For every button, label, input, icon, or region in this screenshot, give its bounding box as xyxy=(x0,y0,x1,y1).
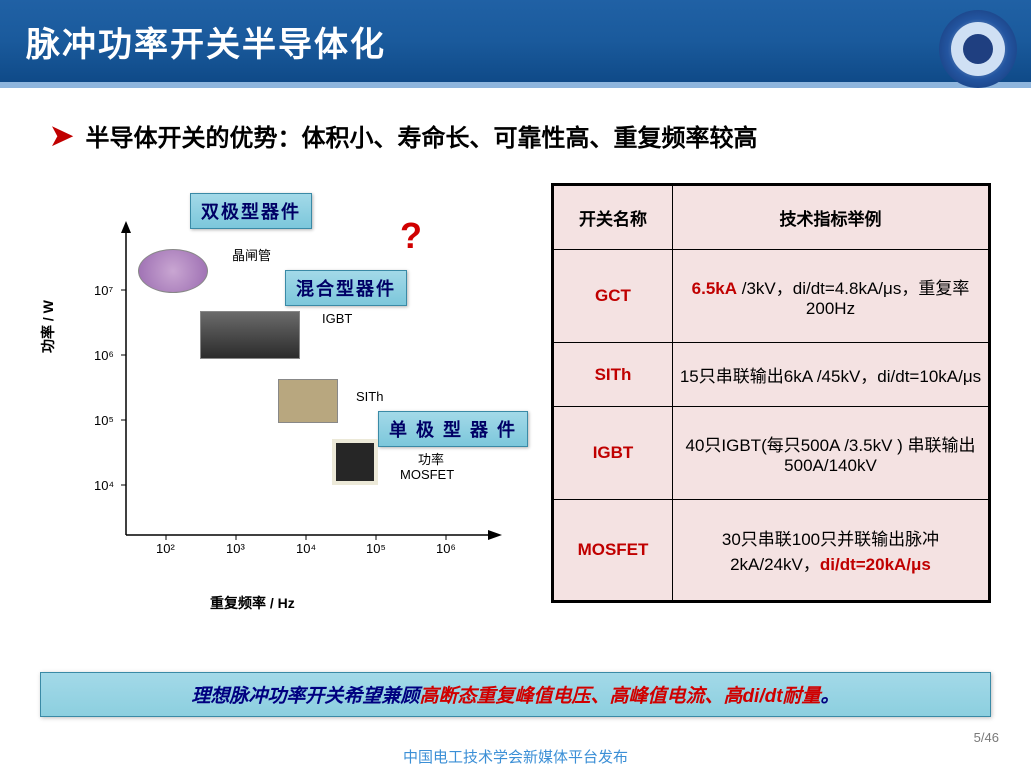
badge-bipolar: 双极型器件 xyxy=(190,193,312,229)
watermark: 中国电工技术学会新媒体平台发布 xyxy=(0,746,1031,767)
table-row: MOSFET 30只串联100只并联输出脉冲2kA/24kV，di/dt=20k… xyxy=(553,500,990,602)
mosfet-label-1: 功率 xyxy=(418,449,444,468)
table-row: GCT 6.5kA /3kV，di/dt=4.8kA/μs，重复率200Hz xyxy=(553,250,990,343)
badge-unipolar: 单 极 型 器 件 xyxy=(378,411,528,447)
question-mark: ? xyxy=(400,215,422,257)
x-tick-1: 10³ xyxy=(226,541,245,556)
igbt-image xyxy=(200,311,300,359)
summary-banner: 理想脉冲功率开关希望兼顾高断态重复峰值电压、高峰值电流、高di/dt耐量。 xyxy=(40,672,991,717)
badge-hybrid: 混合型器件 xyxy=(285,270,407,306)
sith-image xyxy=(278,379,338,423)
row3-spec: 30只串联100只并联输出脉冲2kA/24kV，di/dt=20kA/μs xyxy=(673,500,990,602)
main-row: 10⁴ 10⁵ 10⁶ 10⁷ 10² 10³ 10⁴ 10⁵ 10⁶ 功率 /… xyxy=(40,183,991,603)
slide-content: ➤ 半导体开关的优势：体积小、寿命长、可靠性高、重复频率较高 xyxy=(0,88,1031,603)
banner-part1: 理想脉冲功率开关希望兼顾 xyxy=(191,686,419,707)
mosfet-label-2: MOSFET xyxy=(400,467,454,482)
bullet-line: ➤ 半导体开关的优势：体积小、寿命长、可靠性高、重复频率较高 xyxy=(50,118,991,153)
row0-spec: 6.5kA /3kV，di/dt=4.8kA/μs，重复率200Hz xyxy=(673,250,990,343)
row2-name: IGBT xyxy=(553,407,673,500)
igbt-label: IGBT xyxy=(322,311,352,326)
x-tick-3: 10⁵ xyxy=(366,541,386,556)
banner-part2: 高断态重复峰值电压、高峰值电流、高di/dt耐量 xyxy=(419,686,820,707)
mosfet-image xyxy=(332,439,378,485)
y-tick-3: 10⁷ xyxy=(94,283,113,298)
slide-header: 脉冲功率开关半导体化 xyxy=(0,0,1031,88)
bullet-text: 半导体开关的优势：体积小、寿命长、可靠性高、重复频率较高 xyxy=(85,118,757,153)
row2-spec: 40只IGBT(每只500A /3.5kV ) 串联输出500A/140kV xyxy=(673,407,990,500)
y-axis-label: 功率 / W xyxy=(38,300,58,353)
thyristor-label: 晶闸管 xyxy=(232,245,271,264)
spec-table: 开关名称 技术指标举例 GCT 6.5kA /3kV，di/dt=4.8kA/μ… xyxy=(551,183,991,603)
page-number: 5/46 xyxy=(974,730,999,745)
bullet-arrow-icon: ➤ xyxy=(50,119,73,152)
row3-name: MOSFET xyxy=(553,500,673,602)
row1-spec: 15只串联输出6kA /45kV，di/dt=10kA/μs xyxy=(673,343,990,407)
banner-part3: 。 xyxy=(821,686,840,707)
x-tick-0: 10² xyxy=(156,541,175,556)
y-tick-0: 10⁴ xyxy=(94,478,114,493)
power-frequency-chart: 10⁴ 10⁵ 10⁶ 10⁷ 10² 10³ 10⁴ 10⁵ 10⁶ 功率 /… xyxy=(60,183,530,603)
row0-name: GCT xyxy=(553,250,673,343)
x-tick-4: 10⁶ xyxy=(436,541,456,556)
y-tick-1: 10⁵ xyxy=(94,413,114,428)
slide-title: 脉冲功率开关半导体化 xyxy=(26,17,386,66)
th-spec: 技术指标举例 xyxy=(673,185,990,250)
x-axis-label: 重复频率 / Hz xyxy=(210,593,295,613)
row1-name: SITh xyxy=(553,343,673,407)
university-logo xyxy=(939,10,1017,88)
sith-label: SITh xyxy=(356,389,383,404)
x-tick-2: 10⁴ xyxy=(296,541,316,556)
th-name: 开关名称 xyxy=(553,185,673,250)
thyristor-image xyxy=(138,249,208,293)
table-row: SITh 15只串联输出6kA /45kV，di/dt=10kA/μs xyxy=(553,343,990,407)
table-row: IGBT 40只IGBT(每只500A /3.5kV ) 串联输出500A/14… xyxy=(553,407,990,500)
y-tick-2: 10⁶ xyxy=(94,348,114,363)
